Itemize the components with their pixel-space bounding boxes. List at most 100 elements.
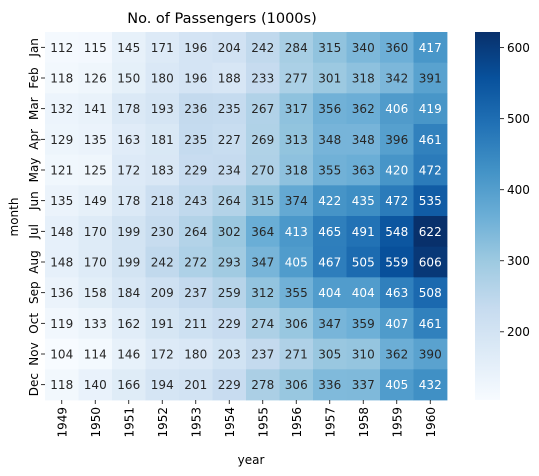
y-tick-label: Sep: [27, 281, 41, 304]
heatmap-cell: [279, 185, 314, 217]
cell-value: 461: [419, 133, 442, 147]
cell-value: 136: [50, 286, 73, 300]
heatmap-cells: [45, 32, 448, 401]
cell-value: 271: [285, 348, 308, 362]
heatmap-cell: [112, 369, 146, 401]
cell-value: 201: [184, 378, 207, 392]
heatmap-cell: [380, 124, 414, 156]
cell-value: 420: [385, 164, 408, 178]
cell-value: 347: [251, 256, 274, 270]
heatmap-cell: [346, 93, 381, 125]
x-tick-label: 1957: [323, 407, 337, 438]
x-tick-label: 1954: [223, 407, 237, 438]
cell-value: 432: [419, 378, 442, 392]
heatmap-cell: [78, 185, 113, 217]
cell-value: 132: [50, 102, 73, 116]
heatmap-cell: [413, 124, 448, 156]
cell-value: 140: [84, 378, 107, 392]
heatmap-cell: [78, 32, 113, 64]
cell-value: 204: [218, 41, 241, 55]
cell-value: 406: [385, 102, 408, 116]
heatmap-cell: [78, 62, 113, 94]
heatmap-cell: [413, 338, 448, 370]
y-tick-label: Aug: [27, 250, 41, 273]
heatmap-cell: [246, 93, 280, 125]
cell-value: 348: [352, 133, 375, 147]
heatmap-cell: [279, 338, 314, 370]
heatmap-cell: [346, 32, 381, 64]
cell-value: 347: [318, 317, 341, 331]
cell-value: 362: [352, 102, 375, 116]
heatmap-cell: [413, 246, 448, 278]
cell-value: 193: [151, 102, 174, 116]
cell-value: 211: [184, 317, 207, 331]
cell-value: 359: [352, 317, 375, 331]
heatmap-cell: [112, 216, 146, 248]
heatmap-cell: [112, 124, 146, 156]
cell-value: 269: [251, 133, 274, 147]
heatmap-cell: [313, 185, 347, 217]
heatmap-cell: [279, 154, 314, 186]
heatmap-cell: [179, 369, 213, 401]
heatmap-cell: [212, 246, 247, 278]
heatmap-cell: [179, 216, 213, 248]
y-tick-label: Oct: [27, 313, 41, 334]
cell-value: 199: [117, 225, 140, 239]
x-tick-label: 1959: [390, 407, 404, 438]
cell-value: 472: [419, 164, 442, 178]
heatmap-cell: [346, 246, 381, 278]
heatmap-cell: [413, 93, 448, 125]
heatmap-cell: [346, 62, 381, 94]
y-tick-label: Apr: [27, 129, 41, 150]
heatmap-cell: [380, 338, 414, 370]
cell-value: 306: [285, 378, 308, 392]
cell-value: 274: [251, 317, 274, 331]
heatmap-cell: [313, 93, 347, 125]
heatmap-cell: [380, 369, 414, 401]
cell-value: 188: [218, 72, 241, 86]
cell-value: 467: [318, 256, 341, 270]
heatmap-cell: [45, 246, 79, 278]
heatmap-cell: [246, 246, 280, 278]
heatmap-cell: [78, 369, 113, 401]
heatmap-cell: [112, 246, 146, 278]
cell-value: 180: [184, 348, 207, 362]
cell-value: 148: [50, 225, 73, 239]
cell-value: 548: [385, 225, 408, 239]
cell-value: 180: [151, 72, 174, 86]
x-axis-label: year: [238, 453, 265, 467]
heatmap-cell: [413, 277, 448, 309]
heatmap-cell: [380, 277, 414, 309]
x-tick-label: 1950: [89, 407, 103, 438]
heatmap-cell: [212, 124, 247, 156]
cell-value: 158: [84, 286, 107, 300]
cell-value: 209: [151, 286, 174, 300]
heatmap-cell: [346, 369, 381, 401]
cell-value: 135: [50, 194, 73, 208]
heatmap-cell: [112, 185, 146, 217]
heatmap-cell: [45, 308, 79, 340]
heatmap-cell: [380, 246, 414, 278]
cell-value: 465: [318, 225, 341, 239]
heatmap-cell: [313, 62, 347, 94]
cell-value: 362: [385, 348, 408, 362]
cell-value: 230: [151, 225, 174, 239]
y-axis-label: month: [7, 198, 21, 237]
cell-value: 125: [84, 164, 107, 178]
heatmap-cell: [413, 154, 448, 186]
cell-value: 194: [151, 378, 174, 392]
cell-value: 505: [352, 256, 375, 270]
cell-value: 166: [117, 378, 140, 392]
colorbar: 200 300 400 500 600: [475, 32, 530, 400]
heatmap-cell: [179, 93, 213, 125]
cell-value: 184: [117, 286, 140, 300]
heatmap-cell: [179, 308, 213, 340]
cell-value: 405: [285, 256, 308, 270]
cell-value: 419: [419, 102, 442, 116]
heatmap-cell: [279, 124, 314, 156]
cell-value: 390: [419, 348, 442, 362]
cell-value: 391: [419, 72, 442, 86]
x-tick-label: 1958: [357, 407, 371, 438]
heatmap-cell: [246, 154, 280, 186]
heatmap-cell: [145, 93, 180, 125]
